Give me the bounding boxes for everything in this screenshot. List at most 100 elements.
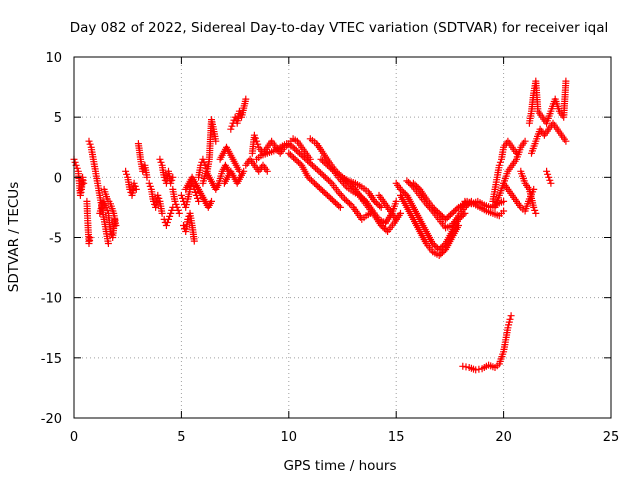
data-point <box>321 173 329 181</box>
data-point <box>405 178 413 186</box>
data-point <box>326 178 334 186</box>
data-point <box>286 151 294 159</box>
data-point <box>180 222 187 229</box>
data-point <box>500 197 508 205</box>
data-point <box>317 185 325 193</box>
data-point <box>285 149 293 157</box>
data-point <box>71 158 79 166</box>
data-point <box>85 137 93 145</box>
data-point <box>309 178 317 186</box>
y-tick-label: 0 <box>54 171 62 186</box>
data-point <box>240 167 248 175</box>
y-tick-label: -10 <box>41 292 62 307</box>
data-point <box>380 225 388 232</box>
data-point <box>112 222 120 229</box>
data-point <box>453 205 461 213</box>
data-point <box>304 173 312 181</box>
data-points <box>70 77 570 374</box>
data-point <box>132 185 140 193</box>
data-point <box>212 137 220 145</box>
data-point <box>507 312 515 320</box>
data-point <box>531 206 539 214</box>
data-point <box>325 193 333 201</box>
data-point <box>122 167 130 175</box>
data-point <box>340 175 348 183</box>
data-point <box>392 197 400 205</box>
data-point <box>163 219 171 226</box>
data-point <box>317 155 325 163</box>
data-point <box>344 198 352 206</box>
data-point <box>130 179 138 187</box>
data-point <box>328 196 336 204</box>
data-point <box>307 160 315 168</box>
data-point <box>150 197 157 205</box>
data-point <box>315 167 323 175</box>
data-point <box>496 158 504 166</box>
data-point <box>446 211 454 219</box>
data-point <box>442 215 450 223</box>
data-point <box>330 197 338 205</box>
data-point <box>323 175 331 183</box>
data-point <box>348 182 356 190</box>
data-point <box>325 176 332 184</box>
data-point <box>320 172 328 180</box>
data-point <box>157 158 165 166</box>
data-point <box>169 173 177 181</box>
data-point <box>295 158 302 166</box>
data-point <box>336 203 344 211</box>
data-point <box>335 202 343 210</box>
data-point <box>208 197 215 205</box>
data-point <box>317 169 324 177</box>
data-point <box>437 250 445 258</box>
data-point <box>322 190 330 198</box>
y-axis-ticks: -20 -15 -10 -5 0 5 10 <box>41 51 611 427</box>
data-point <box>199 155 207 163</box>
data-point <box>104 240 112 247</box>
data-point <box>307 176 315 184</box>
data-point <box>324 161 331 169</box>
data-point <box>437 211 445 219</box>
data-point <box>86 140 94 148</box>
x-axis-label: GPS time / hours <box>283 458 396 474</box>
data-point <box>310 163 318 171</box>
data-point <box>398 187 406 195</box>
data-point <box>312 164 320 172</box>
data-point <box>289 143 297 151</box>
y-tick-label: 5 <box>54 111 62 126</box>
data-point <box>545 173 553 181</box>
data-point <box>168 176 176 184</box>
data-point <box>411 181 419 189</box>
data-point <box>184 215 192 223</box>
data-point <box>292 146 300 154</box>
data-point <box>250 131 258 139</box>
data-point <box>86 234 94 241</box>
data-point <box>167 209 175 217</box>
data-point <box>430 205 438 213</box>
data-point <box>293 157 301 165</box>
data-point <box>314 182 322 190</box>
data-point <box>320 158 328 166</box>
data-point <box>201 161 209 169</box>
data-point <box>319 157 327 165</box>
data-point <box>409 179 417 187</box>
data-point <box>291 155 299 163</box>
y-tick-label: -5 <box>49 232 62 247</box>
data-point <box>532 209 540 217</box>
data-point <box>177 191 185 199</box>
data-point <box>339 173 346 181</box>
data-point <box>191 188 199 196</box>
data-point <box>165 215 172 223</box>
data-point <box>377 222 385 229</box>
data-point <box>434 208 441 216</box>
data-point <box>347 181 355 189</box>
data-point <box>242 95 250 103</box>
data-point <box>562 137 570 145</box>
data-point <box>429 240 437 247</box>
x-tick-label: 25 <box>603 430 620 445</box>
data-point <box>325 163 333 171</box>
data-point <box>253 137 261 145</box>
data-point <box>313 166 321 174</box>
data-point <box>506 315 514 323</box>
data-point <box>342 197 350 204</box>
